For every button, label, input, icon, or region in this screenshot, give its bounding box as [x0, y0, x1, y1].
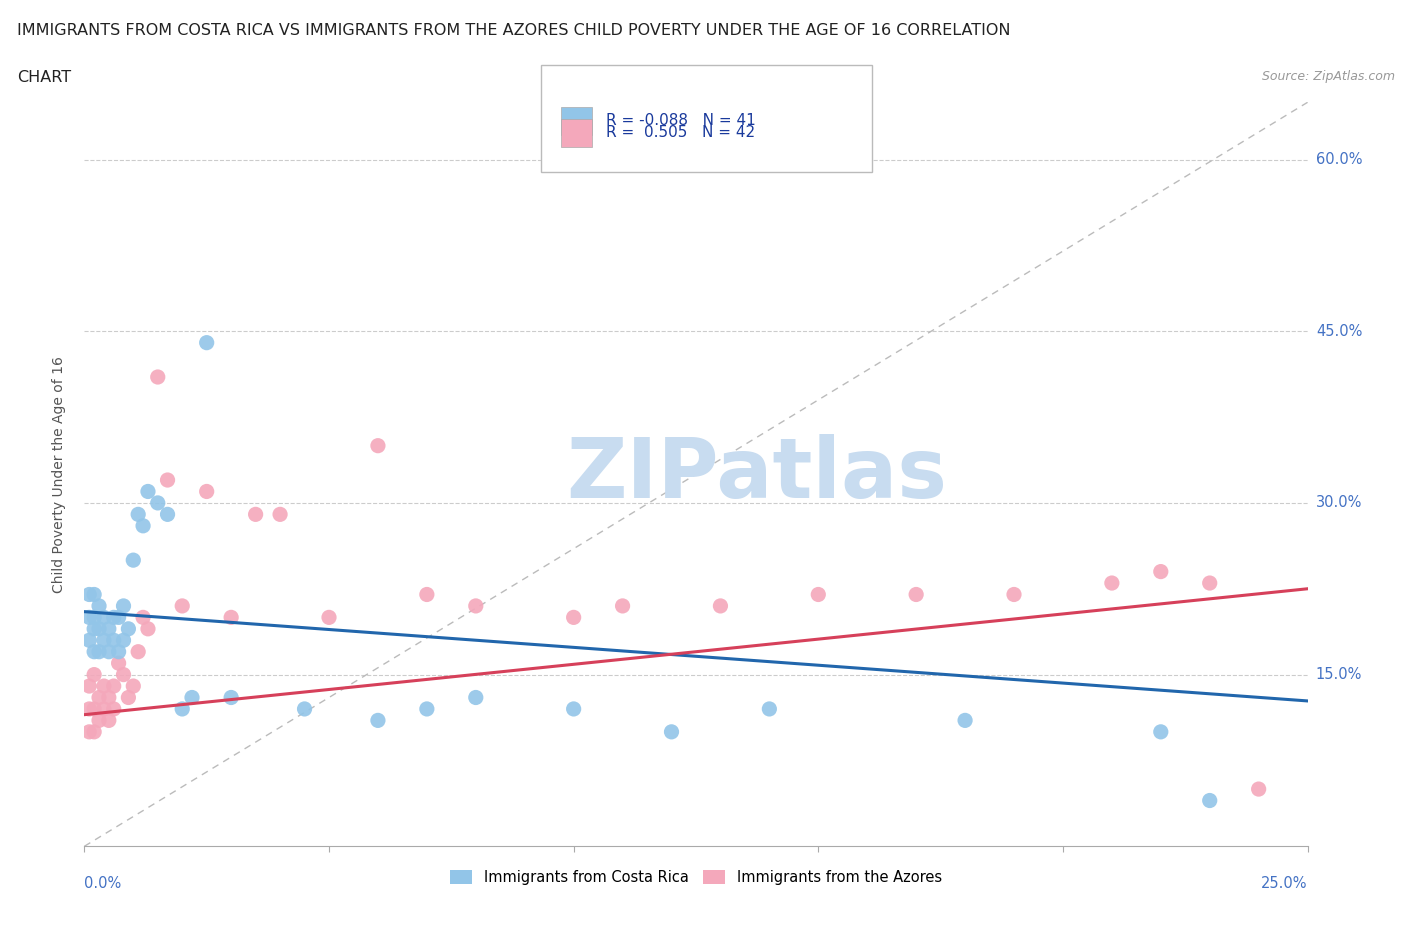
Point	[112, 667, 135, 682]
Point	[77, 679, 100, 694]
Point	[136, 621, 159, 636]
Point	[156, 472, 179, 487]
Point	[77, 701, 100, 716]
Point	[83, 621, 105, 636]
Point	[758, 701, 780, 716]
Text: 60.0%: 60.0%	[1316, 152, 1362, 167]
Point	[77, 610, 100, 625]
Point	[172, 599, 194, 614]
Point	[416, 701, 439, 716]
Point	[905, 587, 928, 602]
Point	[245, 507, 267, 522]
Point	[122, 552, 145, 567]
Point	[181, 690, 204, 705]
Point	[103, 679, 125, 694]
Point	[83, 610, 105, 625]
Point	[122, 679, 145, 694]
Y-axis label: Child Poverty Under the Age of 16: Child Poverty Under the Age of 16	[52, 356, 66, 592]
Point	[1247, 781, 1270, 796]
Point	[953, 713, 976, 728]
Point	[83, 667, 105, 682]
Point	[77, 587, 100, 602]
Point	[318, 610, 340, 625]
Point	[464, 599, 486, 614]
Legend: Immigrants from Costa Rica, Immigrants from the Azores: Immigrants from Costa Rica, Immigrants f…	[444, 864, 948, 891]
Point	[97, 644, 120, 659]
Point	[172, 701, 194, 716]
Text: 0.0%: 0.0%	[84, 876, 121, 891]
Point	[464, 690, 486, 705]
Point	[77, 632, 100, 647]
Point	[219, 690, 242, 705]
Text: 30.0%: 30.0%	[1316, 496, 1362, 511]
Point	[136, 484, 159, 498]
Point	[112, 599, 135, 614]
Point	[1198, 793, 1220, 808]
Text: IMMIGRANTS FROM COSTA RICA VS IMMIGRANTS FROM THE AZORES CHILD POVERTY UNDER THE: IMMIGRANTS FROM COSTA RICA VS IMMIGRANTS…	[17, 23, 1011, 38]
Point	[107, 610, 129, 625]
Point	[562, 701, 585, 716]
Point	[117, 690, 139, 705]
Point	[1150, 724, 1173, 739]
Point	[294, 701, 316, 716]
Point	[132, 518, 155, 533]
Point	[97, 713, 120, 728]
Point	[1101, 576, 1123, 591]
Point	[416, 587, 439, 602]
Text: R = -0.088   N = 41: R = -0.088 N = 41	[606, 113, 756, 128]
Point	[146, 369, 169, 384]
Point	[112, 632, 135, 647]
Text: 45.0%: 45.0%	[1316, 324, 1362, 339]
Point	[107, 656, 129, 671]
Point	[127, 507, 149, 522]
Point	[661, 724, 683, 739]
Point	[219, 610, 242, 625]
Point	[83, 701, 105, 716]
Point	[83, 644, 105, 659]
Text: 25.0%: 25.0%	[1261, 876, 1308, 891]
Point	[87, 690, 110, 705]
Point	[807, 587, 830, 602]
Text: R =  0.505   N = 42: R = 0.505 N = 42	[606, 126, 755, 140]
Point	[93, 701, 115, 716]
Text: ZIPatlas: ZIPatlas	[567, 433, 948, 515]
Point	[156, 507, 179, 522]
Point	[132, 610, 155, 625]
Point	[83, 587, 105, 602]
Point	[367, 438, 389, 453]
Point	[146, 496, 169, 511]
Point	[269, 507, 291, 522]
Point	[83, 724, 105, 739]
Point	[1198, 576, 1220, 591]
Point	[87, 713, 110, 728]
Point	[103, 610, 125, 625]
Point	[1150, 565, 1173, 579]
Point	[367, 713, 389, 728]
Point	[709, 599, 731, 614]
Point	[103, 632, 125, 647]
Point	[97, 690, 120, 705]
Point	[562, 610, 585, 625]
Point	[103, 701, 125, 716]
Point	[93, 679, 115, 694]
Point	[1002, 587, 1025, 602]
Point	[93, 610, 115, 625]
Text: CHART: CHART	[17, 70, 70, 85]
Point	[127, 644, 149, 659]
Point	[612, 599, 634, 614]
Point	[117, 621, 139, 636]
Text: Source: ZipAtlas.com: Source: ZipAtlas.com	[1261, 70, 1395, 83]
Point	[93, 632, 115, 647]
Point	[97, 621, 120, 636]
Point	[107, 644, 129, 659]
Point	[195, 484, 218, 498]
Text: 15.0%: 15.0%	[1316, 667, 1362, 682]
Point	[77, 724, 100, 739]
Point	[87, 644, 110, 659]
Point	[87, 621, 110, 636]
Point	[195, 335, 218, 350]
Point	[87, 599, 110, 614]
